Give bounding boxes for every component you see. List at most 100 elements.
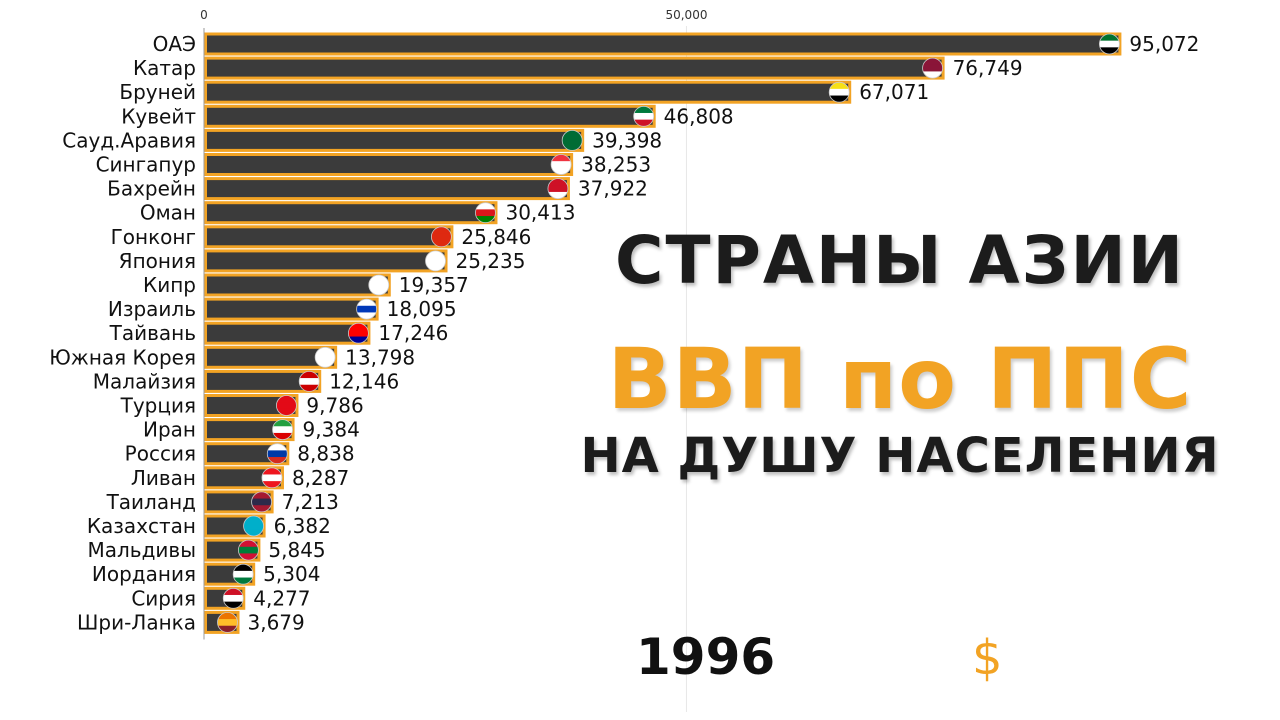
bar	[204, 177, 570, 201]
flag-ring	[368, 274, 390, 296]
category-label: ОАЭ	[153, 32, 196, 56]
value-label: 46,808	[664, 104, 734, 128]
flag-kazakhstan-icon	[243, 516, 264, 536]
value-label: 17,246	[378, 321, 448, 345]
category-label: Казахстан	[87, 514, 196, 538]
flag-japan-icon	[425, 250, 446, 271]
flag-saudi-arabia-icon	[562, 130, 583, 151]
x-tick-label: 0	[200, 8, 208, 22]
headline-subtitle-line2: НА ДУШУ НАСЕЛЕНИЯ	[580, 428, 1220, 484]
flag-ring	[425, 250, 446, 272]
flag-lebanon-icon	[261, 467, 282, 488]
bar	[204, 225, 454, 249]
flag-ring	[550, 154, 572, 175]
bar	[204, 128, 585, 152]
value-label: 67,071	[859, 80, 929, 104]
value-label: 9,384	[303, 418, 360, 442]
value-label: 30,413	[505, 201, 575, 225]
flag-jordan-icon	[233, 564, 254, 585]
value-label: 25,846	[461, 225, 531, 249]
value-label: 8,287	[292, 466, 349, 490]
value-label: 5,304	[263, 562, 320, 586]
headline-subtitle: ВВП по ППС	[607, 330, 1193, 428]
value-label: 8,838	[297, 442, 354, 466]
flag-malaysia-icon	[299, 371, 320, 392]
flag-kuwait-icon	[633, 106, 654, 127]
bar	[204, 249, 448, 273]
bar	[204, 369, 322, 393]
flag-ring	[356, 298, 378, 320]
value-label: 38,253	[581, 153, 651, 177]
bar	[204, 80, 852, 104]
flag-ring	[1098, 33, 1120, 55]
category-label: Япония	[119, 249, 196, 273]
value-label: 19,357	[399, 273, 469, 297]
category-label: Россия	[125, 442, 196, 466]
flag-ring	[475, 202, 496, 224]
category-label: Сингапур	[96, 153, 196, 177]
flag-ring	[561, 129, 583, 151]
value-label: 18,095	[387, 297, 457, 321]
category-label: Гонконг	[111, 225, 196, 249]
bar	[204, 297, 379, 321]
flag-qatar-icon	[922, 58, 943, 79]
currency-label: $	[972, 630, 1003, 686]
category-label: Мальдивы	[88, 538, 197, 562]
value-label: 9,786	[306, 394, 363, 418]
category-label: Малайзия	[93, 369, 196, 393]
bar	[204, 104, 656, 128]
category-label: Бруней	[119, 80, 196, 104]
flag-ring	[232, 563, 254, 585]
flag-singapore-icon	[551, 154, 572, 175]
value-label: 76,749	[953, 56, 1023, 80]
category-label: Иран	[143, 418, 196, 442]
flag-israel-icon	[356, 299, 377, 320]
category-label: Тайвань	[109, 321, 196, 345]
category-label: Турция	[120, 394, 196, 418]
flag-ring	[222, 587, 244, 609]
flag-ring	[314, 346, 336, 368]
value-label: 5,845	[268, 538, 325, 562]
bar	[204, 273, 391, 297]
value-label: 37,922	[578, 177, 648, 201]
value-label: 6,382	[274, 514, 331, 538]
flag-bahrain-icon	[547, 178, 568, 199]
bar	[204, 32, 1122, 56]
category-label: Ливан	[131, 466, 196, 490]
category-label: Таиланд	[106, 490, 196, 514]
bar	[204, 418, 295, 442]
flag-ring	[547, 178, 569, 200]
flag-ring	[251, 491, 273, 513]
category-label: Южная Корея	[49, 345, 196, 369]
flag-iran-icon	[272, 419, 293, 440]
category-label: Сирия	[131, 586, 196, 610]
category-label: Израиль	[108, 297, 196, 321]
flag-ring	[217, 612, 238, 633]
flag-ring	[261, 467, 283, 489]
flag-ring	[828, 81, 850, 103]
flag-ring	[348, 322, 369, 344]
category-label: Шри-Ланка	[77, 610, 196, 634]
category-label: Сауд.Аравия	[62, 128, 196, 152]
bar	[204, 321, 371, 345]
flag-ring	[243, 515, 264, 537]
headline-title: СТРАНЫ АЗИИ	[615, 222, 1185, 299]
flag-brunei-icon	[829, 82, 850, 103]
category-label: Катар	[133, 56, 196, 80]
bar	[204, 153, 574, 176]
flag-cyprus-icon	[368, 275, 389, 295]
value-label: 7,213	[282, 490, 339, 514]
flag-ring	[431, 226, 452, 248]
flag-ring	[922, 57, 943, 79]
bar	[204, 442, 290, 466]
bar	[204, 201, 498, 225]
value-label: 25,235	[456, 249, 526, 273]
flag-uae-icon	[1099, 34, 1120, 54]
value-label: 3,679	[248, 610, 305, 634]
flag-ring	[298, 370, 320, 392]
value-label: 4,277	[253, 586, 310, 610]
flag-turkey-icon	[276, 395, 297, 416]
category-label: Оман	[140, 201, 196, 225]
flag-oman-icon	[475, 202, 496, 223]
